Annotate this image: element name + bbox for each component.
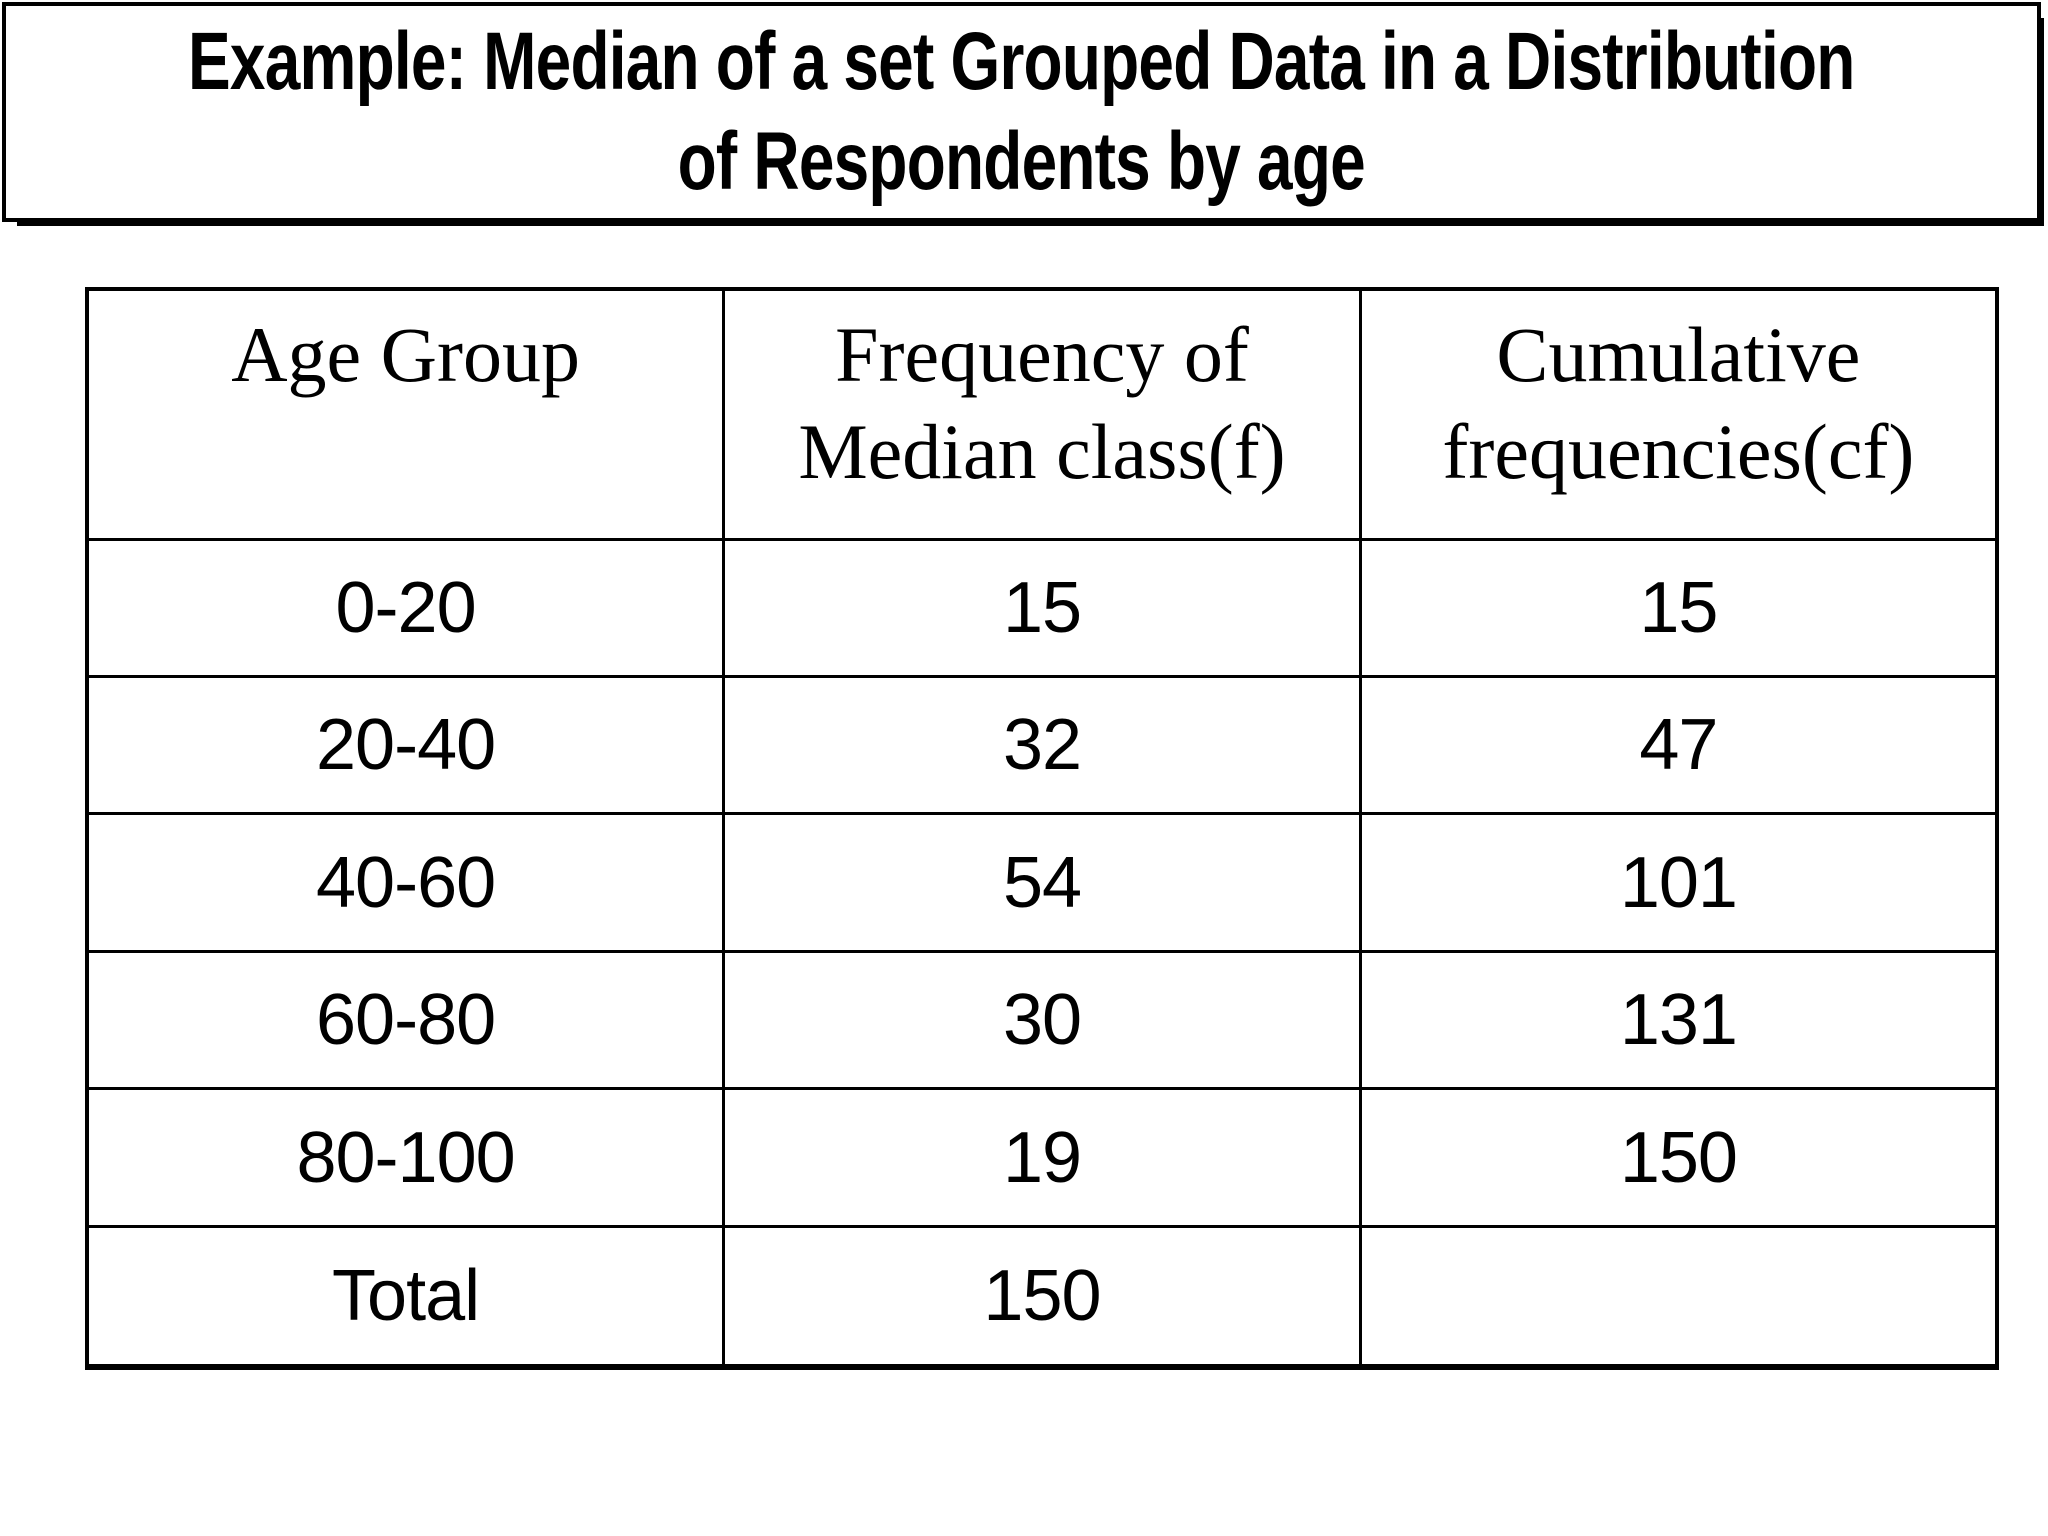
col-header-age-group: Age Group	[85, 287, 726, 541]
col-header-cumulative: Cumulative frequencies(cf)	[1358, 287, 1999, 541]
cell-age: Total	[85, 1224, 726, 1370]
cell-age: 60-80	[85, 949, 726, 1091]
table-row: 0-20 15 15	[85, 537, 1999, 678]
cell-frequency: 54	[722, 812, 1362, 953]
table-row: 80-100 19 150	[85, 1087, 1999, 1228]
cell-age: 20-40	[85, 674, 726, 816]
cell-cumulative: 131	[1358, 949, 1999, 1091]
cell-frequency: 150	[722, 1224, 1362, 1370]
table-row: 60-80 30 131	[85, 949, 1999, 1091]
frequency-table-header: Age Group Frequency of Median class(f) C…	[85, 287, 1999, 541]
cell-cumulative: 15	[1358, 537, 1999, 678]
frequency-table-body: 0-20 15 15 20-40 32 47 40-60 54 101 60-8…	[85, 537, 1999, 1370]
cell-frequency: 15	[722, 537, 1362, 678]
frequency-table: Age Group Frequency of Median class(f) C…	[85, 287, 1999, 1370]
cell-age: 40-60	[85, 812, 726, 953]
cell-frequency: 32	[722, 674, 1362, 816]
cell-age: 0-20	[85, 537, 726, 678]
table-row-total: Total 150	[85, 1224, 1999, 1370]
col-header-frequency: Frequency of Median class(f)	[722, 287, 1362, 541]
cell-age: 80-100	[85, 1087, 726, 1228]
header-row: Age Group Frequency of Median class(f) C…	[85, 287, 1999, 541]
cell-cumulative: 150	[1358, 1087, 1999, 1228]
table-row: 20-40 32 47	[85, 674, 1999, 816]
title-line-1: Example: Median of a set Grouped Data in…	[188, 15, 1855, 107]
slide-title-box: Example: Median of a set Grouped Data in…	[2, 2, 2041, 222]
cell-cumulative	[1358, 1224, 1999, 1370]
slide-title: Example: Median of a set Grouped Data in…	[188, 12, 1855, 212]
cell-frequency: 30	[722, 949, 1362, 1091]
cell-cumulative: 101	[1358, 812, 1999, 953]
cell-frequency: 19	[722, 1087, 1362, 1228]
cell-cumulative: 47	[1358, 674, 1999, 816]
table-row: 40-60 54 101	[85, 812, 1999, 953]
title-line-2: of Respondents by age	[677, 116, 1366, 207]
